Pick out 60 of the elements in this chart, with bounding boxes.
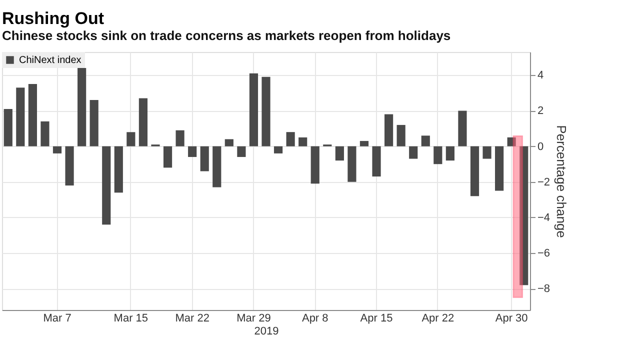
bar — [262, 76, 270, 146]
bar — [434, 146, 442, 164]
bar — [237, 146, 246, 157]
bar — [274, 146, 283, 154]
bar — [126, 132, 136, 146]
y-tick-label: −4 — [538, 212, 550, 224]
bar — [384, 114, 394, 146]
bar — [90, 100, 98, 146]
bar — [224, 139, 234, 146]
y-tick-label: −2 — [538, 176, 550, 188]
x-tick-label: Mar 15 — [114, 312, 148, 324]
bar — [102, 146, 111, 225]
bar — [200, 146, 209, 172]
bar — [348, 146, 356, 182]
bar — [52, 146, 62, 154]
x-tick-label: Mar 7 — [43, 312, 72, 324]
x-tick-label: Apr 15 — [360, 312, 393, 324]
x-axis-title: 2019 — [254, 326, 279, 338]
bar — [4, 108, 12, 146]
bar — [249, 73, 258, 146]
bar — [212, 146, 222, 188]
y-tick-label: 2 — [538, 105, 544, 118]
bar — [28, 84, 37, 146]
bar — [470, 146, 480, 196]
bar — [507, 137, 516, 146]
bar — [335, 146, 344, 161]
bar — [446, 146, 454, 161]
x-tick-label: Apr 22 — [422, 312, 454, 324]
bar — [421, 136, 430, 146]
bar — [310, 146, 320, 184]
bar — [16, 88, 25, 146]
bar — [482, 146, 492, 159]
bar — [65, 146, 74, 186]
bar — [40, 121, 50, 146]
bar — [78, 68, 86, 146]
bar — [114, 146, 123, 193]
legend-label: ChiNext index — [19, 55, 82, 66]
y-tick-label: −8 — [538, 283, 550, 296]
y-tick-label: 0 — [538, 140, 544, 153]
y-axis-title: Percentage change — [554, 125, 570, 238]
bar — [298, 137, 308, 146]
x-tick-label: Mar 29 — [236, 312, 271, 324]
y-tick-label: 4 — [538, 70, 544, 82]
chart-subtitle: Chinese stocks sink on trade concerns as markets reopen from holidays — [2, 28, 451, 43]
bar — [176, 130, 184, 146]
bar — [163, 146, 172, 168]
bar — [286, 132, 295, 146]
bar — [360, 140, 369, 146]
bar — [372, 146, 381, 177]
bar — [138, 98, 148, 146]
bar — [188, 146, 197, 157]
y-tick-label: −6 — [538, 248, 550, 260]
bar — [409, 146, 418, 159]
bar — [458, 110, 467, 146]
bar — [495, 146, 504, 191]
bar — [396, 124, 406, 146]
x-tick-label: Apr 30 — [495, 312, 528, 324]
chart-title: Rushing Out — [2, 9, 104, 28]
x-tick-label: Apr 8 — [302, 312, 328, 324]
x-tick-label: Mar 22 — [175, 312, 210, 324]
